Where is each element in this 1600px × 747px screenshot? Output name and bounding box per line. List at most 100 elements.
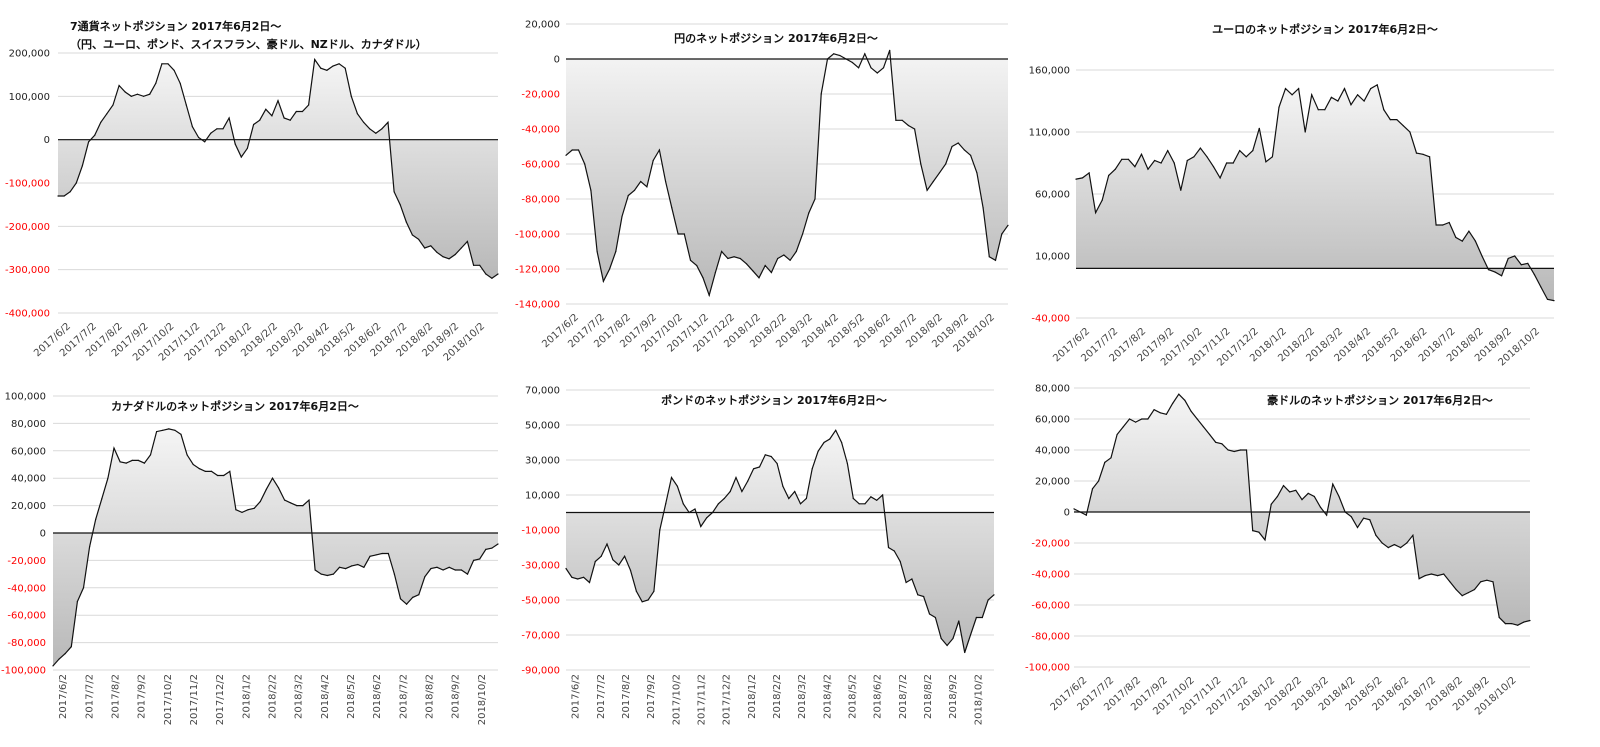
data-point [1116, 433, 1118, 436]
data-point [369, 128, 371, 130]
x-tick-label: 2018/1/2 [241, 674, 252, 719]
series-area [1076, 84, 1554, 301]
data-point [1480, 581, 1482, 583]
data-point [1098, 480, 1100, 482]
data-point [945, 163, 947, 165]
data-point [1324, 109, 1326, 111]
data-point [94, 134, 96, 136]
data-point [277, 100, 279, 102]
data-point [652, 159, 654, 162]
data-point [1514, 255, 1516, 257]
y-tick-label: -60,000 [7, 611, 46, 622]
data-point [332, 65, 334, 67]
data-point [851, 61, 853, 64]
data-point [658, 149, 660, 151]
data-point [1473, 588, 1476, 591]
x-tick-label: 2018/9/2 [451, 674, 462, 719]
data-point [683, 233, 685, 235]
data-point [958, 620, 960, 622]
data-point [1350, 516, 1352, 518]
data-point [963, 149, 965, 151]
data-point [758, 277, 760, 279]
data-point [1448, 221, 1450, 224]
x-tick-label: 2017/10/2 [163, 674, 174, 725]
data-point [1520, 264, 1522, 266]
data-point [387, 552, 389, 555]
y-tick-label: 40,000 [1035, 446, 1070, 457]
data-point [497, 543, 499, 545]
data-point [1193, 156, 1195, 158]
y-tick-label: -100,000 [1025, 663, 1070, 674]
data-point [460, 247, 462, 249]
data-point [442, 256, 444, 258]
data-point [1085, 514, 1087, 516]
data-point [1357, 94, 1359, 96]
data-point [381, 552, 383, 555]
data-point [1167, 150, 1169, 152]
data-point [676, 485, 678, 487]
data-point [1330, 96, 1332, 98]
data-point [1282, 485, 1285, 487]
data-point [1165, 413, 1167, 415]
data-point [858, 67, 860, 69]
data-point [491, 547, 493, 549]
data-point [314, 58, 316, 61]
data-point [794, 490, 796, 493]
chart-svg: 70,000 50,000 30,000 10,000 -10,000 -30,000 -5… [521, 386, 995, 725]
data-point [629, 569, 632, 571]
data-point [1474, 240, 1476, 242]
data-point [584, 163, 586, 165]
data-point [1402, 125, 1404, 127]
data-point [789, 259, 791, 261]
data-point [606, 543, 608, 545]
data-point [588, 581, 591, 584]
data-point [1418, 578, 1420, 580]
data-point [430, 245, 432, 247]
data-point [770, 271, 772, 274]
y-tick-label: 80,000 [1035, 384, 1070, 395]
data-point [659, 529, 661, 531]
data-point [712, 511, 714, 514]
data-point [162, 429, 164, 431]
x-tick-label: 2017/7/2 [596, 674, 607, 719]
data-point [357, 563, 359, 566]
data-point [811, 468, 813, 470]
y-tick-label: 160,000 [1029, 66, 1070, 77]
data-point [57, 195, 59, 197]
x-tick-label: 2018/10/2 [973, 674, 984, 725]
series-area [58, 59, 498, 279]
data-point [565, 567, 567, 570]
data-point [782, 485, 784, 487]
data-point [596, 250, 598, 253]
data-point [802, 233, 804, 235]
data-point [125, 462, 127, 464]
x-tick-label: 2017/9/2 [137, 674, 148, 719]
data-point [124, 91, 126, 93]
chart-svg: 80,000 60,000 40,000 20,000 0 -20,000 -40,000 -… [1025, 384, 1531, 718]
data-point [1481, 255, 1483, 257]
data-point [101, 498, 103, 500]
data-point [1101, 199, 1103, 201]
data-point [217, 474, 219, 477]
data-point [1284, 88, 1287, 90]
data-point [350, 95, 352, 97]
x-tick-label: 2018/6/2 [873, 674, 884, 719]
data-point [69, 191, 71, 193]
data-point [735, 476, 737, 479]
y-tick-label: -100,000 [515, 230, 560, 241]
data-point [727, 257, 729, 260]
data-point [1442, 224, 1444, 226]
data-point [1265, 161, 1267, 163]
data-point [621, 215, 623, 218]
data-point [846, 462, 848, 465]
data-point [1104, 461, 1106, 463]
data-point [882, 67, 885, 69]
data-point [745, 263, 748, 265]
data-point [63, 195, 65, 197]
data-point [870, 496, 872, 498]
data-point [702, 277, 704, 279]
y-tick-label: 30,000 [525, 456, 560, 467]
data-point [412, 596, 414, 598]
series-line [565, 429, 995, 653]
data-point [1073, 508, 1075, 510]
